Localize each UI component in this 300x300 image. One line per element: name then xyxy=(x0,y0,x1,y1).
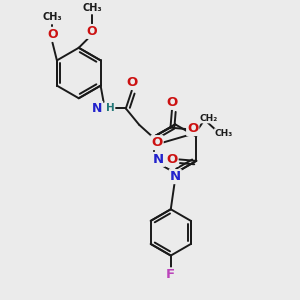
Text: O: O xyxy=(87,25,98,38)
Text: CH₃: CH₃ xyxy=(215,129,233,138)
Text: O: O xyxy=(166,96,178,109)
Text: O: O xyxy=(152,136,163,149)
Text: O: O xyxy=(127,76,138,89)
Text: N: N xyxy=(170,170,181,183)
Text: O: O xyxy=(187,122,198,135)
Text: N: N xyxy=(92,102,102,115)
Text: N: N xyxy=(153,153,164,166)
Text: CH₃: CH₃ xyxy=(43,12,62,22)
Text: O: O xyxy=(166,153,178,166)
Text: F: F xyxy=(166,268,175,281)
Text: H: H xyxy=(106,103,115,113)
Text: CH₂: CH₂ xyxy=(199,114,218,123)
Text: CH₃: CH₃ xyxy=(82,3,102,13)
Text: O: O xyxy=(47,28,58,41)
